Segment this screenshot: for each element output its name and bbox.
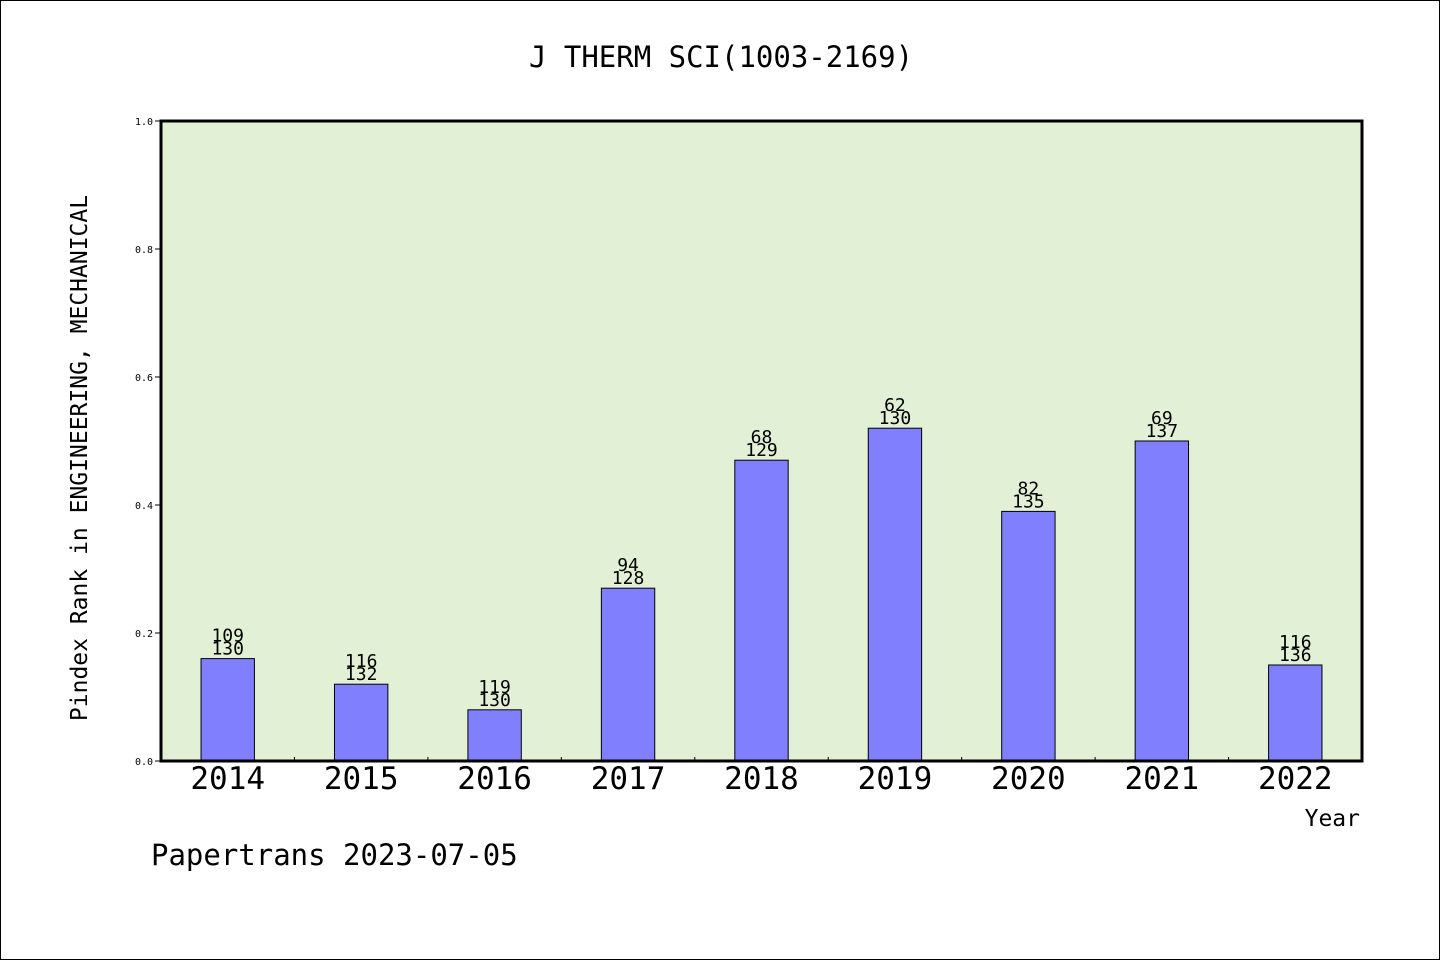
bar-rank-label: 109: [211, 626, 244, 647]
bar-rank-label: 68: [751, 427, 773, 448]
bar-total-label: 135: [1012, 491, 1045, 512]
x-tick-label: 2015: [324, 761, 399, 797]
bar-2017: [600, 587, 656, 762]
bar-2019: [867, 427, 923, 762]
bar-2016: [467, 709, 522, 762]
x-tick-label: 2022: [1258, 761, 1333, 797]
y-tick-label: 0.2: [135, 629, 153, 640]
bar-2021: [1134, 440, 1190, 762]
x-tick-label: 2021: [1125, 761, 1200, 797]
bar-rank-label: 82: [1018, 478, 1040, 499]
y-tick-label: 0.6: [135, 373, 153, 384]
footer-text: Papertrans 2023-07-05: [151, 838, 518, 872]
bar-rank-label: 116: [345, 651, 378, 672]
bars-layer: 1301091321161301191289412968130621358213…: [200, 395, 1323, 762]
chart-title: J THERM SCI(1003-2169): [529, 40, 913, 74]
bar-rank-label: 119: [478, 677, 511, 698]
y-tick-label: 1.0: [135, 117, 153, 128]
bar-total-label: 128: [612, 568, 645, 589]
plot-frame: [159, 119, 1364, 763]
bar-2014: [200, 658, 255, 762]
x-tick-label: 2020: [991, 761, 1066, 797]
bar-rank-label: 62: [884, 395, 906, 416]
x-tick-label: 2014: [190, 761, 265, 797]
bar-total-label: 137: [1146, 421, 1179, 442]
bar-total-label: 130: [211, 639, 244, 660]
bar-2022: [1268, 664, 1323, 762]
bar-rank-label: 94: [617, 555, 639, 576]
x-tick-label: 2019: [858, 761, 933, 797]
y-tick-label: 0.0: [135, 757, 153, 768]
x-axis-ticks: 2014 2015 2016 2017 2018 2019 2020 2021 2022: [190, 757, 1333, 797]
y-axis-label: Pindex Rank in ENGINEERING, MECHANICAL: [67, 195, 93, 721]
bar-total-label: 130: [478, 690, 511, 711]
y-tick-label: 0.8: [135, 245, 153, 256]
bar-rank-label: 116: [1279, 632, 1312, 653]
y-tick-label: 0.4: [135, 501, 153, 512]
bar-rank-label: 69: [1151, 408, 1173, 429]
bar-2015: [333, 683, 389, 762]
x-tick-label: 2016: [457, 761, 532, 797]
bar-2018: [734, 459, 789, 762]
bar-total-label: 130: [879, 408, 912, 429]
bar-2020: [1001, 510, 1056, 762]
bar-total-label: 132: [345, 664, 378, 685]
x-tick-label: 2017: [591, 761, 666, 797]
x-tick-label: 2018: [724, 761, 799, 797]
x-axis-label: Year: [1305, 806, 1360, 832]
y-axis-ticks: 0.0 0.2 0.4 0.6 0.8 1.0: [135, 117, 161, 768]
bar-total-label: 129: [745, 440, 778, 461]
bar-total-label: 136: [1279, 645, 1312, 666]
